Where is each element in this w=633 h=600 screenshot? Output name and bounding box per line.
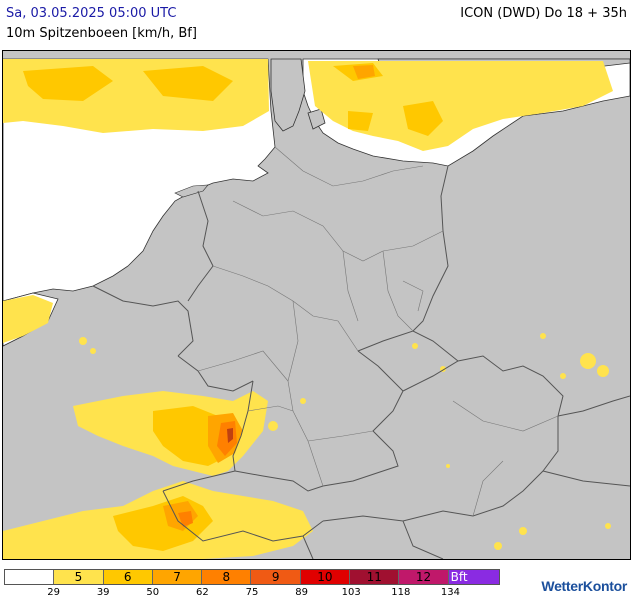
- legend-tick-label: 75: [245, 587, 259, 598]
- legend-cell: 8: [202, 570, 252, 584]
- legend-tick-label: 62: [196, 587, 209, 598]
- legend-cell: 9: [251, 570, 301, 584]
- legend-cell: 11: [350, 570, 400, 584]
- country-borders: [92, 165, 630, 559]
- date-label: Sa, 03.05.2025 05:00 UTC: [6, 6, 177, 21]
- gust-field-channel: [3, 295, 53, 343]
- state-borders: [197, 146, 559, 517]
- frisian-islands: [174, 184, 209, 198]
- gust-field-baltic-bf6: [333, 63, 443, 136]
- map-svg: [3, 51, 630, 559]
- legend-tick-label: 39: [96, 587, 110, 598]
- legend-cell: 5: [54, 570, 104, 584]
- legend-cell: 10: [300, 570, 351, 584]
- denmark-land: [270, 58, 306, 132]
- legend-cell: 6: [103, 570, 153, 584]
- gust-field-alps-bf8: [178, 511, 193, 527]
- funen-island: [307, 108, 326, 130]
- legend-tick-label: 103: [341, 587, 361, 598]
- gust-field-northsea-bf6: [23, 66, 233, 101]
- weather-map[interactable]: [2, 50, 631, 560]
- legend-tick-label: 118: [391, 587, 411, 598]
- gust-field-baltic-bf5: [308, 61, 613, 151]
- model-run-label: ICON (DWD) Do 18 + 35h: [460, 6, 627, 21]
- legend-tick-label: 89: [295, 587, 308, 598]
- legend-tick-label: 134: [440, 587, 460, 598]
- brand-logo: WetterKontor: [541, 578, 627, 594]
- legend-cell: 12: [399, 570, 449, 584]
- legend-cell: Bft: [448, 570, 499, 584]
- legend-tick-label: 29: [47, 587, 60, 598]
- gust-spots-east: [79, 333, 611, 550]
- gust-field-rhine-bf9: [227, 428, 233, 443]
- legend-tick-label: 50: [146, 587, 160, 598]
- parameter-label: 10m Spitzenboeen [km/h, Bf]: [6, 26, 197, 41]
- color-legend: 5 6 7 8 9 10 11 12 Bft: [4, 569, 500, 585]
- gust-field-baltic-bf7: [353, 65, 375, 79]
- legend-cell: 7: [152, 570, 203, 584]
- legend-cell: [5, 570, 55, 584]
- legend-ticks: 29 39 50 62 75 89 103 118 134: [4, 587, 500, 600]
